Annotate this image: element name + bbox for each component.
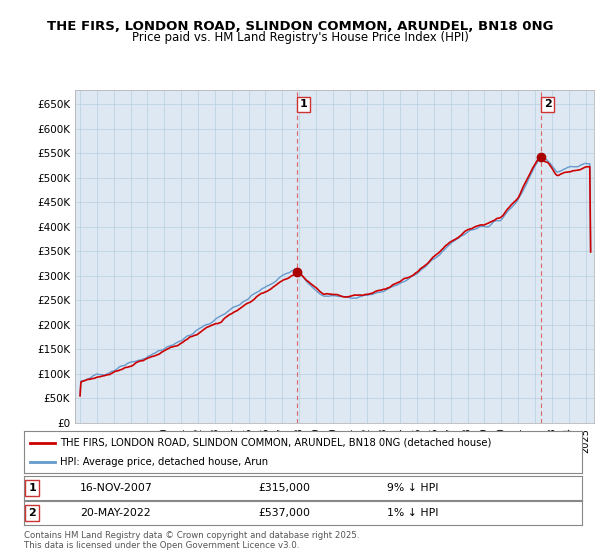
Text: 20-MAY-2022: 20-MAY-2022 bbox=[80, 508, 151, 518]
Text: HPI: Average price, detached house, Arun: HPI: Average price, detached house, Arun bbox=[60, 458, 268, 467]
Text: 16-NOV-2007: 16-NOV-2007 bbox=[80, 483, 152, 493]
Text: Price paid vs. HM Land Registry's House Price Index (HPI): Price paid vs. HM Land Registry's House … bbox=[131, 31, 469, 44]
Text: 1% ↓ HPI: 1% ↓ HPI bbox=[387, 508, 438, 518]
Text: 9% ↓ HPI: 9% ↓ HPI bbox=[387, 483, 438, 493]
Text: £537,000: £537,000 bbox=[259, 508, 310, 518]
Text: 2: 2 bbox=[544, 99, 552, 109]
Text: £315,000: £315,000 bbox=[259, 483, 310, 493]
Text: 1: 1 bbox=[28, 483, 36, 493]
Text: THE FIRS, LONDON ROAD, SLINDON COMMON, ARUNDEL, BN18 0NG: THE FIRS, LONDON ROAD, SLINDON COMMON, A… bbox=[47, 20, 553, 32]
Text: 1: 1 bbox=[299, 99, 307, 109]
Text: THE FIRS, LONDON ROAD, SLINDON COMMON, ARUNDEL, BN18 0NG (detached house): THE FIRS, LONDON ROAD, SLINDON COMMON, A… bbox=[60, 438, 491, 448]
Text: 2: 2 bbox=[28, 508, 36, 518]
Text: Contains HM Land Registry data © Crown copyright and database right 2025.
This d: Contains HM Land Registry data © Crown c… bbox=[24, 531, 359, 550]
